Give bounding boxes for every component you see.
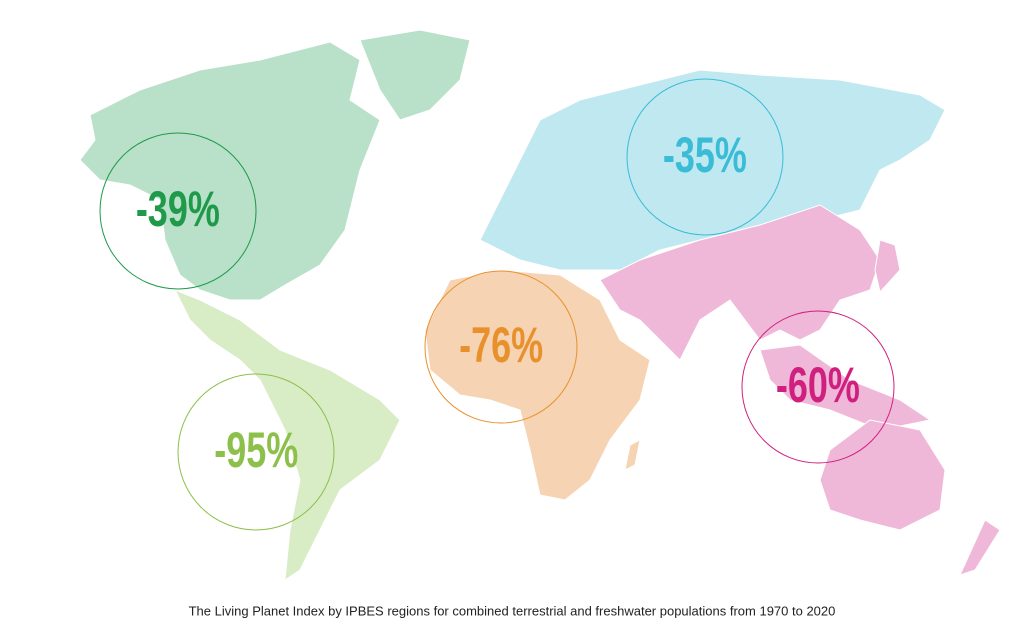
madagascar (624, 439, 641, 471)
japan (874, 239, 901, 294)
circle-latin-america (177, 373, 335, 531)
region-labels: -39% -95% -76% -35% -60% (136, 129, 860, 479)
asia-pacific (599, 204, 881, 361)
australia (819, 419, 946, 531)
circle-africa (424, 270, 578, 424)
region-label: -60% (776, 359, 860, 414)
greenland (359, 29, 471, 121)
southeast-asia (759, 344, 932, 431)
region-label: -95% (214, 424, 298, 479)
circle-asia (741, 310, 895, 464)
north-america (79, 41, 381, 301)
region-label: -76% (459, 319, 543, 374)
europe-central-asia (479, 69, 946, 271)
region-circles (99, 78, 895, 531)
circle-europe (626, 78, 784, 236)
africa (424, 269, 651, 501)
caption: The Living Planet Index by IPBES regions… (189, 603, 836, 618)
new-zealand (959, 519, 1001, 576)
region-label: -35% (663, 129, 747, 184)
circle-north-america (99, 132, 257, 290)
continents (79, 29, 1001, 582)
latin-america (173, 289, 401, 582)
region-label: -39% (136, 183, 220, 238)
